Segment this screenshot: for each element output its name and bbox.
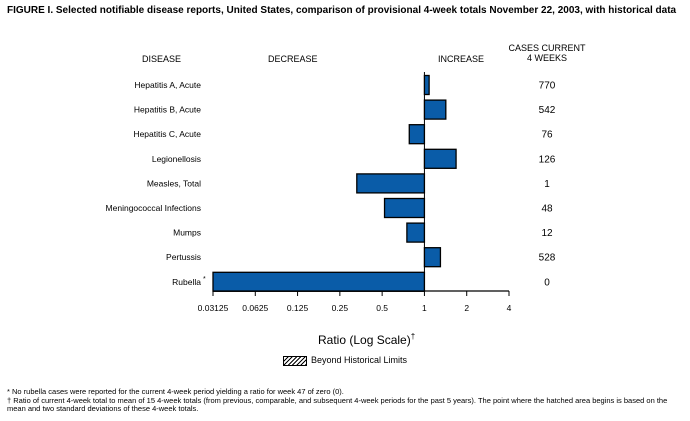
- cases-header-line1: CASES CURRENT: [508, 43, 586, 53]
- bar-pertussis: [423, 247, 442, 268]
- row-label-mark: *: [203, 276, 206, 283]
- bar-rubella: [212, 271, 426, 292]
- cases-value: 542: [539, 105, 556, 116]
- x-axis-label: Ratio (Log Scale)†: [318, 332, 415, 347]
- x-tick-label: 0.03125: [198, 303, 229, 313]
- row-label: Meningococcal Infections: [106, 203, 201, 213]
- footnote-2: † Ratio of current 4-week total to mean …: [7, 397, 687, 413]
- x-axis-label-text: Ratio (Log Scale): [318, 333, 411, 347]
- x-tick-label: 2: [464, 303, 469, 313]
- row-label: Pertussis: [166, 252, 201, 262]
- cases-value: 12: [541, 228, 553, 239]
- cases-value: 0: [544, 277, 550, 288]
- cases-header: CASES CURRENT 4 WEEKS: [492, 43, 602, 63]
- row-label: Mumps: [173, 228, 201, 238]
- bar-measles-total: [356, 173, 426, 194]
- row-label: Legionellosis: [152, 154, 201, 164]
- footnote-1-text: No rubella cases were reported for the c…: [12, 387, 344, 396]
- cases-value: 770: [539, 81, 556, 92]
- x-tick-label: 0.0625: [242, 303, 268, 313]
- cases-value: 126: [539, 154, 556, 165]
- legend-label: Beyond Historical Limits: [311, 355, 408, 365]
- x-tick-label: 4: [507, 303, 512, 313]
- x-tick-label: 0.125: [287, 303, 309, 313]
- bar-hepatitis-a-acute: [423, 74, 430, 96]
- bar-meningococcal-infections: [383, 197, 426, 219]
- bar-hepatitis-b-acute: [423, 99, 447, 120]
- increase-header: INCREASE: [438, 54, 485, 64]
- bar-mumps: [406, 222, 426, 243]
- x-tick-label: 1: [422, 303, 427, 313]
- x-tick-label: 0.5: [376, 303, 388, 313]
- footnote-1-mark: *: [7, 387, 10, 396]
- bar-legionellosis: [423, 148, 457, 169]
- x-axis-label-mark: †: [410, 332, 416, 341]
- footnote-2-text: Ratio of current 4-week total to mean of…: [7, 396, 668, 413]
- disease-header: DISEASE: [142, 54, 182, 64]
- footnote-1: * No rubella cases were reported for the…: [7, 388, 687, 396]
- decrease-header: DECREASE: [268, 54, 318, 64]
- row-label: Rubella: [172, 277, 201, 287]
- x-tick-label: 0.25: [332, 303, 349, 313]
- cases-value: 48: [541, 204, 553, 215]
- row-label: Hepatitis C, Acute: [133, 129, 201, 139]
- row-label: Hepatitis A, Acute: [134, 80, 201, 90]
- cases-value: 76: [541, 130, 553, 141]
- figure-title: FIGURE I. Selected notifiable disease re…: [7, 5, 677, 16]
- footnote-2-mark: †: [7, 396, 12, 405]
- cases-header-line2: 4 WEEKS: [526, 53, 567, 63]
- row-label: Measles, Total: [147, 178, 201, 188]
- row-label: Hepatitis B, Acute: [134, 105, 201, 115]
- cases-value: 1: [544, 179, 550, 190]
- cases-value: 528: [539, 253, 556, 264]
- bar-hepatitis-c-acute: [408, 124, 426, 145]
- hatched-legend-swatch: [283, 356, 307, 366]
